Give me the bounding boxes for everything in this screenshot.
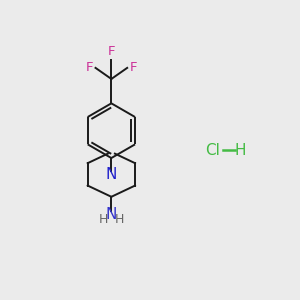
Text: H: H <box>98 213 108 226</box>
Text: F: F <box>130 61 137 74</box>
Text: F: F <box>86 61 93 74</box>
Text: H: H <box>235 142 246 158</box>
Text: N: N <box>106 206 117 221</box>
Text: N: N <box>106 167 117 182</box>
Text: Cl: Cl <box>205 142 220 158</box>
Text: H: H <box>115 213 124 226</box>
Text: F: F <box>108 46 115 59</box>
